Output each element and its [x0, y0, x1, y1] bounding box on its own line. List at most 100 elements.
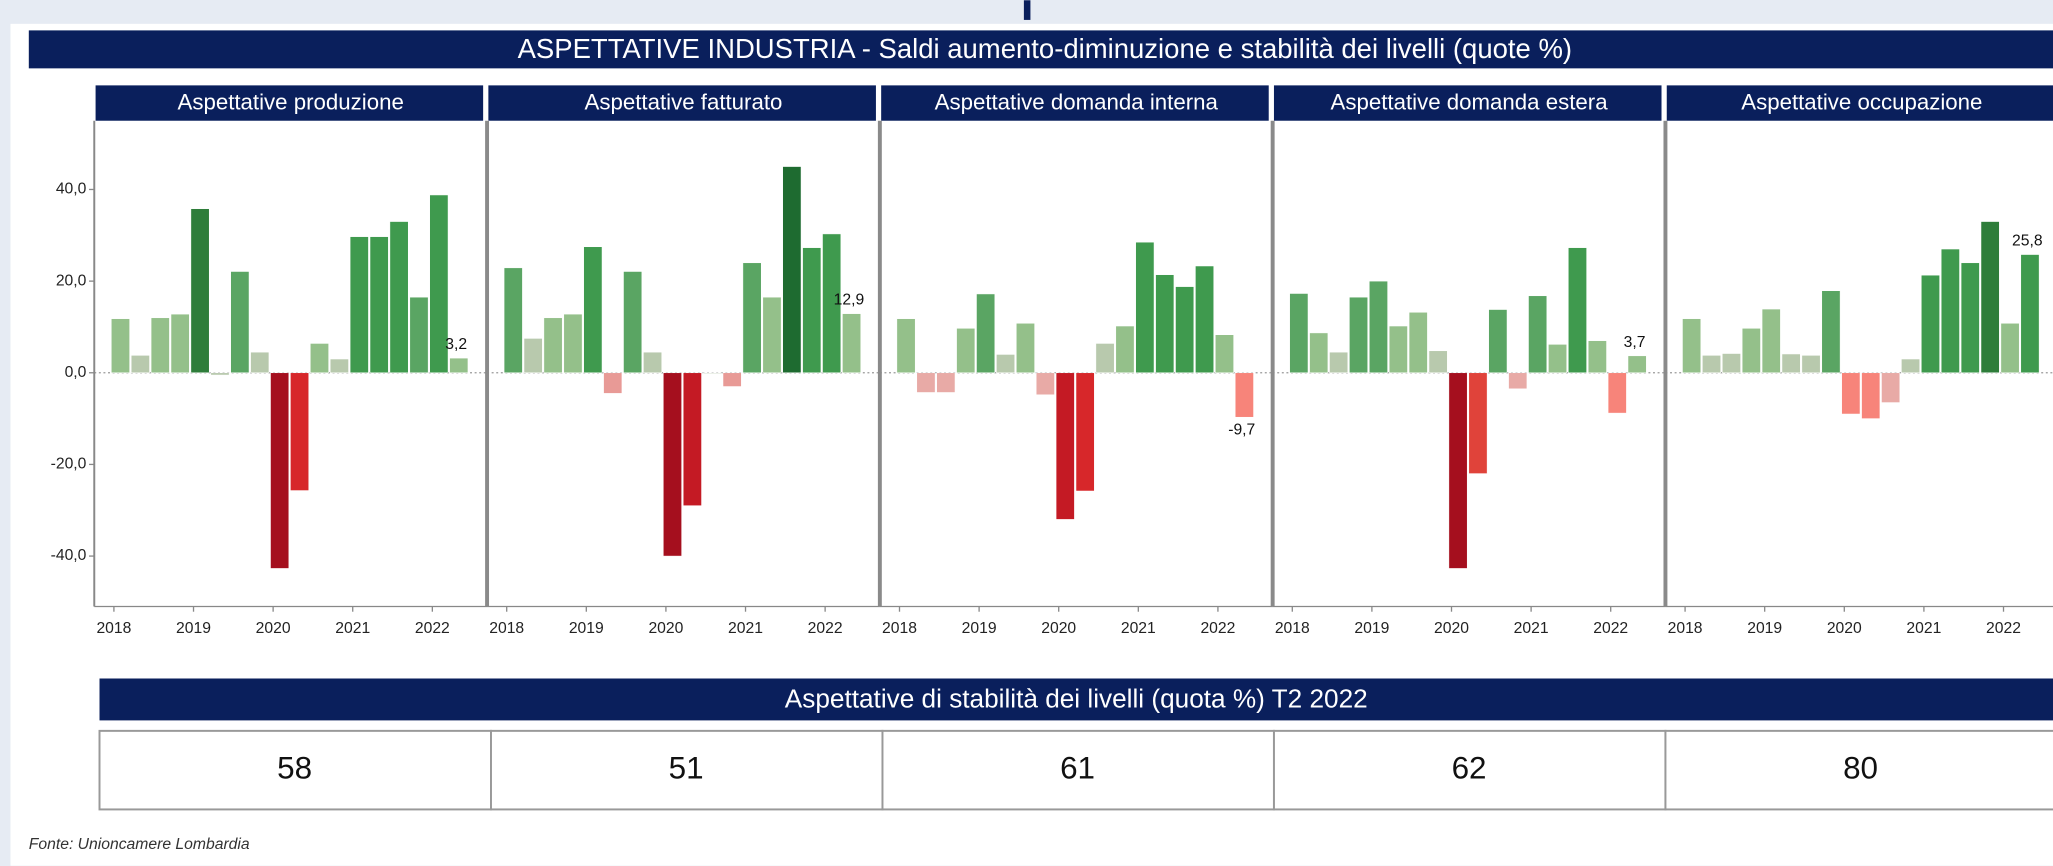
panel-header	[1666, 85, 2053, 121]
x-tick-label: 2022	[1200, 620, 1235, 637]
bar	[802, 247, 822, 374]
bar	[1408, 312, 1428, 374]
bar	[956, 328, 976, 374]
bar	[643, 351, 662, 374]
x-tick-label: 2021	[728, 620, 763, 637]
bar	[1761, 308, 1781, 374]
bar	[1881, 372, 1901, 403]
page-background	[10, 23, 2053, 866]
bar	[130, 355, 150, 374]
stability-title: Aspettative di stabilità dei livelli (qu…	[785, 684, 1368, 714]
bar	[543, 317, 563, 374]
top-marker	[1023, 0, 1031, 20]
bar	[389, 221, 409, 374]
panel-header	[881, 85, 1269, 121]
stability-cell	[1272, 729, 1667, 811]
bar	[722, 372, 742, 387]
x-tick-label: 2018	[489, 620, 524, 637]
bar	[111, 318, 130, 374]
value-label: 3,2	[445, 336, 467, 353]
x-tick-label: 2019	[569, 620, 604, 637]
bar	[1821, 290, 1841, 374]
title-bar	[28, 30, 2053, 69]
bar	[1861, 372, 1881, 419]
bar	[1980, 221, 2000, 374]
stability-bar	[99, 678, 2053, 721]
panel-title: Aspettative produzione	[177, 90, 403, 115]
bar	[1195, 265, 1214, 374]
bar	[976, 293, 996, 374]
bar	[190, 208, 210, 374]
x-tick-label: 2019	[1354, 620, 1389, 637]
bar	[2000, 323, 2020, 374]
bar	[449, 357, 469, 374]
bar	[1741, 328, 1761, 374]
value-label: 12,9	[834, 292, 865, 309]
bar	[1135, 241, 1155, 374]
bar	[1901, 358, 1920, 374]
x-tick-label: 2020	[256, 620, 291, 637]
x-tick-label: 2020	[1434, 620, 1469, 637]
y-tick-label: -20,0	[51, 456, 87, 473]
bar	[270, 372, 290, 569]
bar	[1528, 295, 1548, 374]
x-tick-label: 2020	[648, 620, 683, 637]
y-tick-label: -40,0	[51, 547, 87, 564]
bar	[1607, 372, 1627, 414]
bar	[250, 351, 270, 374]
bar	[1627, 355, 1647, 374]
bar	[702, 372, 722, 374]
panel-title: Aspettative occupazione	[1741, 90, 1982, 115]
stability-value: 51	[669, 750, 704, 785]
bar	[1940, 248, 1960, 374]
x-tick-label: 2019	[176, 620, 211, 637]
bar	[2020, 254, 2040, 374]
bar	[409, 296, 429, 374]
main-title: ASPETTATIVE INDUSTRIA - Saldi aumento-di…	[518, 33, 1572, 64]
bar	[429, 194, 449, 374]
bar	[230, 271, 250, 374]
bar	[1781, 353, 1801, 374]
bar	[503, 267, 523, 374]
bar	[1548, 344, 1567, 374]
bar	[603, 372, 623, 394]
y-tick-label: 20,0	[56, 272, 87, 289]
bar	[369, 236, 389, 374]
x-tick-label: 2021	[1906, 620, 1941, 637]
x-tick-label: 2022	[415, 620, 450, 637]
x-tick-label: 2022	[1986, 620, 2021, 637]
bar	[822, 233, 842, 374]
panel-header	[1273, 85, 1662, 121]
source: Fonte: Unioncamere Lombardia	[29, 836, 250, 853]
x-tick-label: 2020	[1041, 620, 1076, 637]
stability-value: 62	[1452, 750, 1487, 785]
bar	[1234, 372, 1254, 418]
stability-cell	[1664, 729, 2053, 811]
bar	[150, 317, 170, 374]
bar	[1055, 372, 1075, 520]
value-label: -9,7	[1228, 421, 1255, 438]
bar	[1329, 351, 1349, 374]
x-tick-label: 2021	[335, 620, 370, 637]
bar	[1075, 372, 1095, 492]
panel-header	[95, 85, 484, 121]
bar	[1095, 343, 1115, 374]
bar	[1587, 340, 1607, 374]
bar	[1682, 318, 1702, 374]
bar	[523, 338, 543, 374]
bar	[583, 246, 603, 374]
bar	[682, 372, 702, 506]
bar	[742, 262, 762, 374]
bar	[1801, 355, 1821, 374]
bar	[290, 372, 309, 491]
bar	[1016, 323, 1035, 374]
panel-title: Aspettative domanda interna	[935, 90, 1219, 115]
bar	[1215, 334, 1234, 374]
bar	[996, 354, 1015, 374]
bar	[1035, 372, 1055, 396]
bar	[1388, 325, 1408, 374]
value-label: 3,7	[1624, 334, 1646, 351]
bar	[916, 372, 936, 393]
y-tick-label: 40,0	[56, 181, 87, 198]
